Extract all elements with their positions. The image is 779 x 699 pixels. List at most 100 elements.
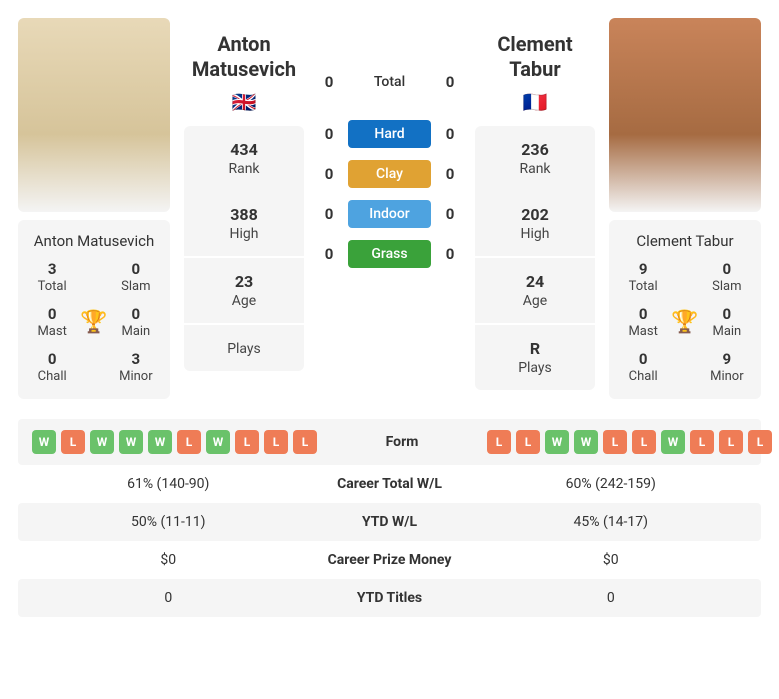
- h2h-total-row: 0 Total 0: [318, 68, 461, 96]
- h2h-hard-p2: 0: [439, 125, 461, 143]
- form-chip[interactable]: W: [148, 430, 172, 454]
- p1-name-col: AntonMatusevich 🇬🇧 434Rank 388High 23Age…: [184, 18, 304, 371]
- p1-flag-icon: 🇬🇧: [184, 90, 304, 114]
- h2h-column: 0 Total 0 0 Hard 0 0 Clay 0 0 Indoor 0 0 Grass 0: [318, 18, 461, 268]
- form-chip[interactable]: L: [487, 430, 511, 454]
- form-chip[interactable]: L: [177, 430, 201, 454]
- stat-p1: 50% (11-11): [32, 514, 305, 530]
- p2-chall: 0Chall: [615, 350, 671, 385]
- p1-rank: 434Rank: [184, 126, 304, 191]
- stat-p2: $0: [475, 552, 748, 568]
- p2-minor: 9Minor: [699, 350, 755, 385]
- h2h-indoor-label[interactable]: Indoor: [348, 200, 431, 228]
- p1-age: 23Age: [184, 258, 304, 325]
- form-chip[interactable]: L: [690, 430, 714, 454]
- p2-total: 9Total: [615, 260, 671, 295]
- stat-row: 50% (11-11)YTD W/L45% (14-17): [18, 503, 761, 541]
- p2-flag-icon: 🇫🇷: [475, 90, 595, 114]
- p1-stat-stack: 434Rank 388High 23Age Plays: [184, 126, 304, 371]
- form-chip[interactable]: W: [119, 430, 143, 454]
- p1-plays: Plays: [184, 325, 304, 371]
- p1-minor: 3Minor: [108, 350, 164, 385]
- stat-label: YTD Titles: [305, 590, 475, 606]
- p1-mast: 0Mast: [24, 305, 80, 340]
- h2h-clay-label[interactable]: Clay: [348, 160, 431, 188]
- p2-photo: [609, 18, 761, 212]
- h2h-indoor-p1: 0: [318, 205, 340, 223]
- h2h-total-p2: 0: [439, 73, 461, 91]
- h2h-clay-p2: 0: [439, 165, 461, 183]
- stat-label: Career Total W/L: [305, 476, 475, 492]
- form-row: WLWWWLWLLL Form LLWWLLWLLL: [18, 419, 761, 465]
- comparison-panel: Anton Matusevich 3Total 0Slam 0Mast 🏆 0M…: [0, 0, 779, 635]
- h2h-indoor-p2: 0: [439, 205, 461, 223]
- p2-stat-stack: 236Rank 202High 24Age RPlays: [475, 126, 595, 390]
- stat-p1: 0: [32, 590, 305, 606]
- stat-label: YTD W/L: [305, 514, 475, 530]
- p2-main: 0Main: [699, 305, 755, 340]
- form-chip[interactable]: W: [545, 430, 569, 454]
- p1-column: Anton Matusevich 3Total 0Slam 0Mast 🏆 0M…: [18, 18, 170, 399]
- stat-p1: $0: [32, 552, 305, 568]
- p2-big-name[interactable]: ClementTabur: [475, 32, 595, 82]
- stat-p2: 0: [475, 590, 748, 606]
- h2h-clay-p1: 0: [318, 165, 340, 183]
- top-section: Anton Matusevich 3Total 0Slam 0Mast 🏆 0M…: [18, 18, 761, 399]
- h2h-total-label: Total: [348, 68, 431, 96]
- h2h-row-indoor: 0 Indoor 0: [318, 200, 461, 228]
- stat-label: Career Prize Money: [305, 552, 475, 568]
- p1-main: 0Main: [108, 305, 164, 340]
- p2-slam: 0Slam: [699, 260, 755, 295]
- p2-name-col: ClementTabur 🇫🇷 236Rank 202High 24Age RP…: [475, 18, 595, 390]
- stat-p2: 60% (242-159): [475, 476, 748, 492]
- form-chip[interactable]: W: [661, 430, 685, 454]
- h2h-row-grass: 0 Grass 0: [318, 240, 461, 268]
- form-chip[interactable]: W: [574, 430, 598, 454]
- form-chip[interactable]: W: [90, 430, 114, 454]
- p1-total: 3Total: [24, 260, 80, 295]
- h2h-hard-p1: 0: [318, 125, 340, 143]
- p2-plays: RPlays: [475, 325, 595, 390]
- h2h-hard-label[interactable]: Hard: [348, 120, 431, 148]
- form-chip[interactable]: L: [293, 430, 317, 454]
- p2-titles-card: Clement Tabur 9Total 0Slam 0Mast 🏆 0Main…: [609, 220, 761, 399]
- h2h-grass-p2: 0: [439, 245, 461, 263]
- h2h-grass-p1: 0: [318, 245, 340, 263]
- form-chip[interactable]: L: [264, 430, 288, 454]
- p1-photo: [18, 18, 170, 212]
- trophy-icon: 🏆: [80, 310, 107, 335]
- h2h-total-p1: 0: [318, 73, 340, 91]
- form-chip[interactable]: L: [61, 430, 85, 454]
- p1-slam: 0Slam: [108, 260, 164, 295]
- p1-form: WLWWWLWLLL: [32, 430, 317, 454]
- form-chip[interactable]: L: [748, 430, 772, 454]
- p2-high: 202High: [475, 191, 595, 258]
- stat-row: 0YTD Titles0: [18, 579, 761, 617]
- form-chip[interactable]: L: [632, 430, 656, 454]
- stats-table: WLWWWLWLLL Form LLWWLLWLLL 61% (140-90)C…: [18, 419, 761, 617]
- stat-row: 61% (140-90)Career Total W/L60% (242-159…: [18, 465, 761, 503]
- p1-titles-card: Anton Matusevich 3Total 0Slam 0Mast 🏆 0M…: [18, 220, 170, 399]
- stat-p1: 61% (140-90): [32, 476, 305, 492]
- stat-row: $0Career Prize Money$0: [18, 541, 761, 579]
- p2-column: Clement Tabur 9Total 0Slam 0Mast 🏆 0Main…: [609, 18, 761, 399]
- p1-big-name[interactable]: AntonMatusevich: [184, 32, 304, 82]
- form-label: Form: [317, 434, 487, 450]
- h2h-row-hard: 0 Hard 0: [318, 120, 461, 148]
- p2-form: LLWWLLWLLL: [487, 430, 772, 454]
- form-chip[interactable]: W: [32, 430, 56, 454]
- form-chip[interactable]: L: [719, 430, 743, 454]
- form-chip[interactable]: W: [206, 430, 230, 454]
- form-chip[interactable]: L: [516, 430, 540, 454]
- h2h-row-clay: 0 Clay 0: [318, 160, 461, 188]
- p1-name-label[interactable]: Anton Matusevich: [24, 232, 164, 250]
- form-chip[interactable]: L: [603, 430, 627, 454]
- form-chip[interactable]: L: [235, 430, 259, 454]
- p2-age: 24Age: [475, 258, 595, 325]
- h2h-grass-label[interactable]: Grass: [348, 240, 431, 268]
- trophy-icon: 🏆: [671, 310, 698, 335]
- p2-name-label[interactable]: Clement Tabur: [615, 232, 755, 250]
- p2-rank: 236Rank: [475, 126, 595, 191]
- p2-mast: 0Mast: [615, 305, 671, 340]
- p1-high: 388High: [184, 191, 304, 258]
